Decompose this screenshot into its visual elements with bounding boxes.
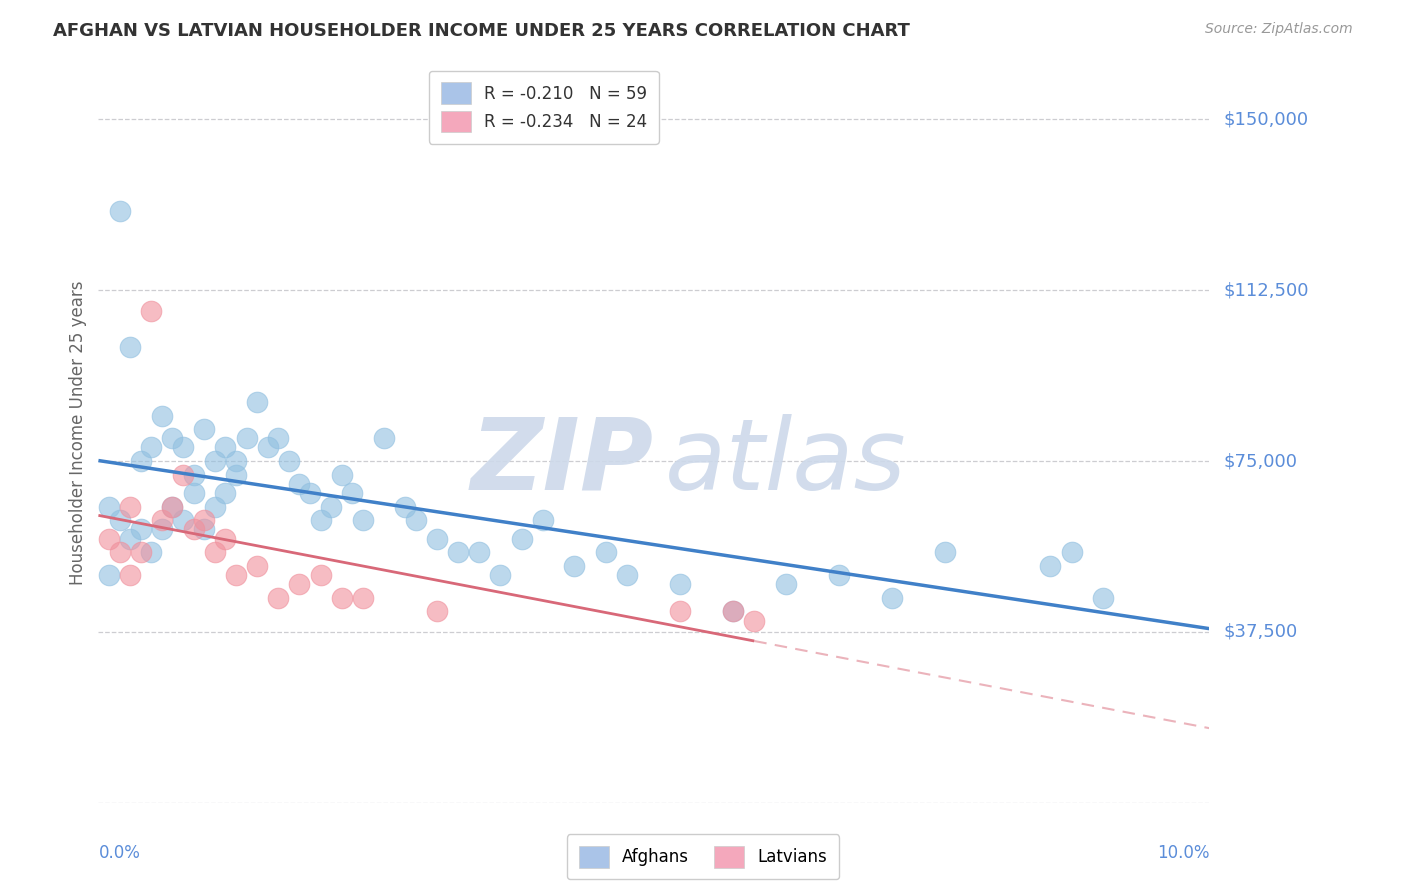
Point [828, 568, 851, 582]
Point [669, 604, 692, 618]
Point [120, 340, 142, 354]
Point [193, 513, 215, 527]
Point [172, 467, 194, 482]
Point [426, 604, 449, 618]
Point [150, 523, 173, 537]
Point [934, 545, 956, 559]
Point [204, 454, 226, 468]
Point [352, 591, 374, 605]
Point [394, 500, 416, 514]
Point [1060, 545, 1083, 559]
Point [342, 486, 364, 500]
Point [298, 486, 321, 500]
Point [214, 532, 236, 546]
Point [564, 558, 586, 573]
Point [183, 523, 205, 537]
Point [108, 513, 131, 527]
Point [447, 545, 470, 559]
Text: atlas: atlas [665, 414, 907, 511]
Point [468, 545, 491, 559]
Point [214, 441, 236, 455]
Point [193, 523, 215, 537]
Point [204, 545, 226, 559]
Point [721, 604, 744, 618]
Point [162, 431, 184, 445]
Point [120, 500, 142, 514]
Point [162, 500, 184, 514]
Point [225, 454, 247, 468]
Y-axis label: Householder Income Under 25 years: Householder Income Under 25 years [69, 280, 87, 585]
Point [405, 513, 427, 527]
Point [129, 454, 152, 468]
Point [214, 486, 236, 500]
Point [426, 532, 449, 546]
Point [267, 431, 290, 445]
Point [141, 303, 163, 318]
Point [510, 532, 533, 546]
Point [489, 568, 512, 582]
Point [277, 454, 299, 468]
Point [162, 500, 184, 514]
Point [880, 591, 903, 605]
Point [108, 545, 131, 559]
Legend: Afghans, Latvians: Afghans, Latvians [567, 834, 839, 880]
Point [120, 568, 142, 582]
Text: $112,500: $112,500 [1223, 281, 1309, 299]
Text: $75,000: $75,000 [1223, 452, 1298, 470]
Point [172, 441, 194, 455]
Point [193, 422, 215, 436]
Point [235, 431, 257, 445]
Point [267, 591, 290, 605]
Point [595, 545, 617, 559]
Point [721, 604, 744, 618]
Point [150, 409, 173, 423]
Point [288, 577, 311, 591]
Point [129, 523, 152, 537]
Point [352, 513, 374, 527]
Point [98, 500, 121, 514]
Point [150, 513, 173, 527]
Text: 10.0%: 10.0% [1157, 844, 1209, 862]
Point [330, 591, 353, 605]
Point [129, 545, 152, 559]
Text: AFGHAN VS LATVIAN HOUSEHOLDER INCOME UNDER 25 YEARS CORRELATION CHART: AFGHAN VS LATVIAN HOUSEHOLDER INCOME UND… [53, 22, 910, 40]
Point [141, 545, 163, 559]
Text: $150,000: $150,000 [1223, 111, 1308, 128]
Point [742, 614, 765, 628]
Point [309, 513, 332, 527]
Point [256, 441, 278, 455]
Point [775, 577, 797, 591]
Point [246, 395, 269, 409]
Point [183, 467, 205, 482]
Text: $37,500: $37,500 [1223, 623, 1298, 641]
Point [183, 486, 205, 500]
Point [1039, 558, 1062, 573]
Text: 0.0%: 0.0% [98, 844, 141, 862]
Point [98, 532, 121, 546]
Point [669, 577, 692, 591]
Legend: R = -0.210   N = 59, R = -0.234   N = 24: R = -0.210 N = 59, R = -0.234 N = 24 [429, 70, 658, 144]
Point [225, 467, 247, 482]
Point [373, 431, 395, 445]
Point [330, 467, 353, 482]
Point [531, 513, 554, 527]
Point [309, 568, 332, 582]
Point [246, 558, 269, 573]
Point [172, 513, 194, 527]
Point [616, 568, 638, 582]
Point [321, 500, 343, 514]
Point [225, 568, 247, 582]
Point [1092, 591, 1115, 605]
Point [108, 203, 131, 218]
Point [120, 532, 142, 546]
Point [98, 568, 121, 582]
Point [288, 476, 311, 491]
Text: Source: ZipAtlas.com: Source: ZipAtlas.com [1205, 22, 1353, 37]
Point [204, 500, 226, 514]
Text: ZIP: ZIP [471, 414, 654, 511]
Point [141, 441, 163, 455]
